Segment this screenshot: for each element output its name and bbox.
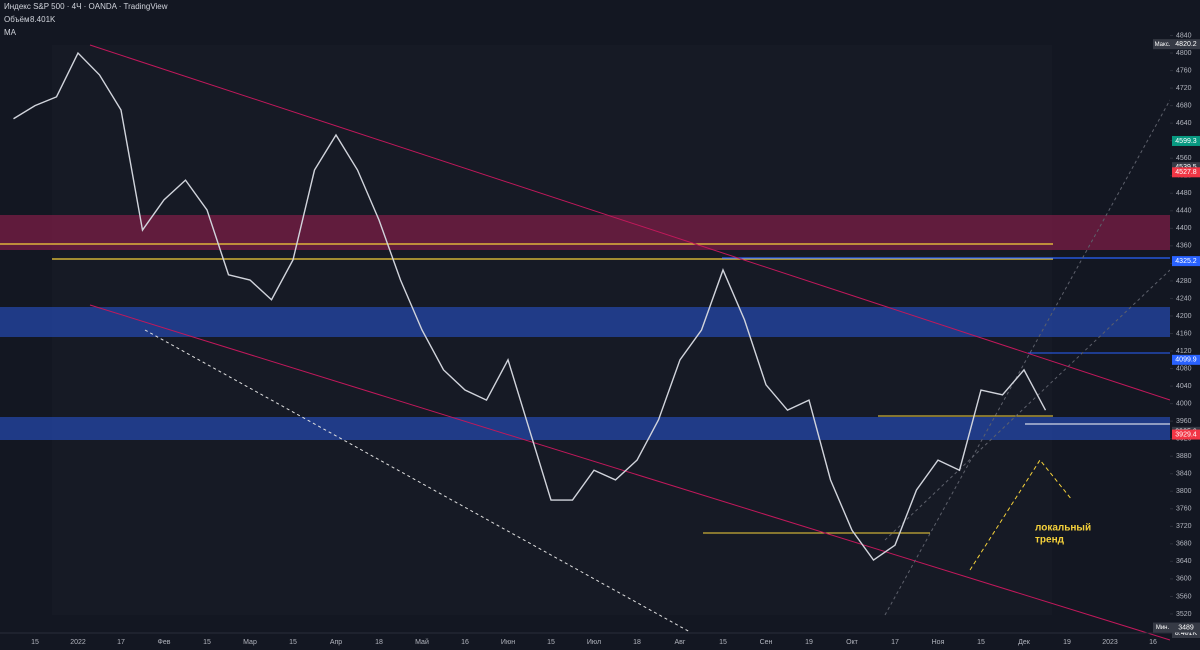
x-tick-label: 16	[461, 639, 469, 646]
y-tick-label: 3520	[1176, 611, 1192, 618]
y-tick-label: 4080	[1176, 365, 1192, 372]
annotation: тренд	[1035, 535, 1065, 546]
y-tick-label: 3640	[1176, 558, 1192, 565]
trend-line	[884, 99, 1171, 616]
marker-name-bg	[1153, 622, 1172, 633]
x-tick-label: Окт	[846, 639, 859, 646]
y-tick-label: 4000	[1176, 400, 1192, 407]
annotation: локальный	[1035, 523, 1091, 534]
volume-value: 8.401K	[30, 15, 56, 24]
price-marker-label: 4527.8	[1175, 169, 1197, 176]
marker-name: Мин.	[1156, 625, 1170, 631]
trend-line	[144, 329, 691, 633]
y-tick-label: 3880	[1176, 453, 1192, 460]
price-marker	[1172, 256, 1200, 267]
x-tick-label: 18	[633, 639, 641, 646]
y-tick-label: 3600	[1176, 576, 1192, 583]
y-tick-label: 3720	[1176, 523, 1192, 530]
x-tick-label: 17	[117, 639, 125, 646]
price-marker	[1172, 135, 1200, 146]
y-tick-label: 3560	[1176, 593, 1192, 600]
y-tick-label: 3680	[1176, 541, 1192, 548]
x-tick-label: 15	[289, 639, 297, 646]
support-zone	[0, 417, 1170, 440]
x-tick-label: 18	[375, 639, 383, 646]
price-marker-label: 3489	[1178, 624, 1194, 631]
x-tick-label: Дек	[1018, 639, 1031, 646]
y-tick-label: 4800	[1176, 50, 1192, 57]
x-tick-label: Сен	[760, 639, 773, 646]
symbol-title: Индекс S&P 500 · 4Ч · OANDA · TradingVie…	[4, 2, 168, 11]
y-tick-label: 4840	[1176, 32, 1192, 39]
x-tick-label: 15	[547, 639, 555, 646]
price-marker-label: 4325.2	[1175, 258, 1197, 265]
volume-badge	[1172, 628, 1200, 638]
price-marker-label: 3929.4	[1175, 431, 1197, 438]
price-marker	[1172, 162, 1200, 173]
resistance-zone	[0, 215, 1170, 250]
y-tick-label: 4680	[1176, 102, 1192, 109]
y-tick-label: 4200	[1176, 313, 1192, 320]
marker-name: Макс.	[1155, 42, 1171, 48]
price-marker	[1172, 167, 1200, 178]
y-tick-label: 3840	[1176, 471, 1192, 478]
y-tick-label: 4160	[1176, 330, 1192, 337]
y-tick-label: 3760	[1176, 506, 1192, 513]
volume-badge-text: 8.401K	[1175, 630, 1198, 637]
price-marker-label: 4599.3	[1175, 138, 1197, 145]
x-tick-label: Ноя	[932, 639, 945, 646]
y-tick-label: 3960	[1176, 418, 1192, 425]
trend-arrow	[969, 459, 1073, 571]
x-tick-label: 19	[805, 639, 813, 646]
x-tick-label: 15	[203, 639, 211, 646]
x-tick-label: Июл	[587, 639, 601, 646]
x-tick-label: 15	[977, 639, 985, 646]
x-tick-label: Апр	[330, 639, 342, 646]
x-tick-label: 19	[1063, 639, 1071, 646]
channel-line	[89, 44, 1171, 401]
price-marker-label: 4820.2	[1175, 41, 1197, 48]
price-marker	[1172, 622, 1200, 633]
x-tick-label: Июн	[501, 639, 515, 646]
y-tick-label: 4040	[1176, 383, 1192, 390]
y-tick-label: 4240	[1176, 295, 1192, 302]
y-tick-label: 4400	[1176, 225, 1192, 232]
x-tick-label: 15	[31, 639, 39, 646]
x-tick-label: 16	[1149, 639, 1157, 646]
volume-label: Объём	[4, 15, 30, 24]
y-tick-label: 3800	[1176, 488, 1192, 495]
y-tick-label: 4120	[1176, 348, 1192, 355]
price-line	[13, 51, 1047, 562]
x-tick-label: 2022	[70, 639, 86, 646]
support-zone	[0, 307, 1170, 337]
x-tick-label: 2023	[1102, 639, 1118, 646]
y-tick-label: 4640	[1176, 120, 1192, 127]
y-tick-label: 4440	[1176, 208, 1192, 215]
x-tick-label: Авг	[675, 639, 686, 646]
y-tick-label: 4760	[1176, 67, 1192, 74]
y-tick-label: 4280	[1176, 278, 1192, 285]
channel-line	[89, 304, 1171, 641]
price-marker	[1172, 354, 1200, 365]
price-marker-label: 4099.9	[1175, 357, 1197, 364]
x-tick-label: 15	[719, 639, 727, 646]
price-marker	[1172, 39, 1200, 50]
indicator-label: MA	[4, 28, 17, 37]
price-marker	[1172, 429, 1200, 440]
y-tick-label: 4720	[1176, 85, 1192, 92]
x-tick-label: 17	[891, 639, 899, 646]
x-tick-label: Мар	[243, 639, 257, 646]
y-tick-label: 4480	[1176, 190, 1192, 197]
x-tick-label: Фев	[158, 639, 171, 646]
y-tick-label: 4360	[1176, 243, 1192, 250]
marker-name-bg	[1153, 39, 1172, 50]
y-tick-label: 4560	[1176, 155, 1192, 162]
price-axis	[1170, 0, 1200, 650]
x-tick-label: Май	[415, 638, 429, 646]
